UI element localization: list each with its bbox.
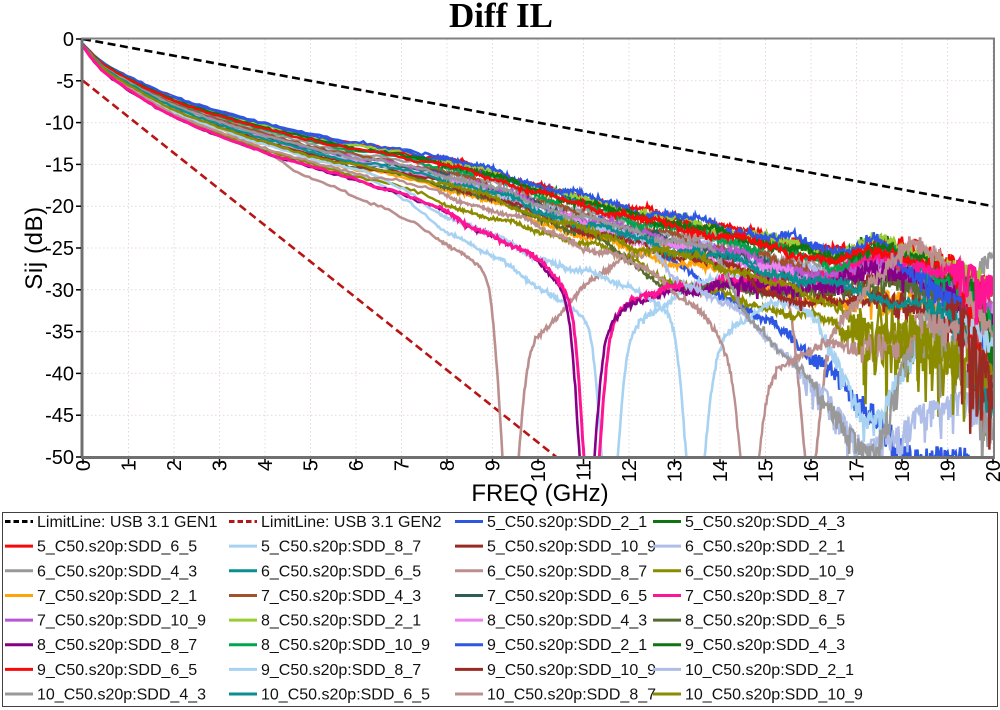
svg-text:-50: -50 — [45, 447, 74, 469]
svg-text:19: 19 — [938, 460, 960, 482]
svg-text:3: 3 — [210, 460, 232, 471]
svg-text:5_C50.s20p:SDD_2_1: 5_C50.s20p:SDD_2_1 — [487, 514, 647, 531]
svg-text:16: 16 — [801, 460, 823, 482]
svg-text:10: 10 — [528, 460, 550, 482]
svg-text:7_C50.s20p:SDD_6_5: 7_C50.s20p:SDD_6_5 — [487, 588, 647, 605]
svg-text:8: 8 — [437, 460, 459, 471]
svg-text:6_C50.s20p:SDD_6_5: 6_C50.s20p:SDD_6_5 — [261, 563, 421, 580]
svg-text:7_C50.s20p:SDD_2_1: 7_C50.s20p:SDD_2_1 — [37, 588, 197, 605]
svg-text:5_C50.s20p:SDD_10_9: 5_C50.s20p:SDD_10_9 — [487, 539, 656, 556]
svg-text:10_C50.s20p:SDD_8_7: 10_C50.s20p:SDD_8_7 — [487, 687, 656, 704]
svg-text:5_C50.s20p:SDD_8_7: 5_C50.s20p:SDD_8_7 — [261, 539, 421, 556]
svg-text:LimitLine: USB 3.1 GEN1: LimitLine: USB 3.1 GEN1 — [37, 514, 218, 531]
svg-text:8_C50.s20p:SDD_2_1: 8_C50.s20p:SDD_2_1 — [261, 613, 421, 630]
svg-text:7_C50.s20p:SDD_4_3: 7_C50.s20p:SDD_4_3 — [261, 588, 421, 605]
svg-text:7_C50.s20p:SDD_10_9: 7_C50.s20p:SDD_10_9 — [37, 613, 206, 630]
svg-text:4: 4 — [255, 460, 277, 471]
svg-text:9_C50.s20p:SDD_6_5: 9_C50.s20p:SDD_6_5 — [37, 662, 197, 679]
svg-text:-40: -40 — [45, 363, 74, 385]
svg-text:-15: -15 — [45, 154, 74, 176]
svg-text:11: 11 — [574, 460, 596, 481]
svg-text:9_C50.s20p:SDD_10_9: 9_C50.s20p:SDD_10_9 — [487, 662, 656, 679]
svg-text:2: 2 — [164, 460, 186, 471]
svg-text:10_C50.s20p:SDD_6_5: 10_C50.s20p:SDD_6_5 — [261, 687, 430, 704]
svg-text:9: 9 — [483, 460, 505, 471]
svg-text:0: 0 — [63, 29, 74, 51]
svg-text:6_C50.s20p:SDD_4_3: 6_C50.s20p:SDD_4_3 — [37, 563, 197, 580]
svg-text:5: 5 — [301, 460, 323, 471]
svg-text:-35: -35 — [45, 322, 74, 344]
svg-text:6_C50.s20p:SDD_10_9: 6_C50.s20p:SDD_10_9 — [685, 563, 854, 580]
svg-text:15: 15 — [756, 460, 778, 482]
svg-text:-10: -10 — [45, 113, 74, 135]
svg-text:18: 18 — [892, 460, 914, 482]
svg-text:12: 12 — [619, 460, 641, 482]
svg-text:6_C50.s20p:SDD_8_7: 6_C50.s20p:SDD_8_7 — [487, 563, 647, 580]
svg-text:0: 0 — [73, 460, 95, 471]
svg-text:8_C50.s20p:SDD_4_3: 8_C50.s20p:SDD_4_3 — [487, 613, 647, 630]
svg-text:-5: -5 — [56, 71, 74, 93]
svg-text:8_C50.s20p:SDD_8_7: 8_C50.s20p:SDD_8_7 — [37, 637, 197, 654]
svg-text:1: 1 — [119, 460, 141, 471]
svg-text:14: 14 — [710, 460, 732, 482]
svg-text:9_C50.s20p:SDD_4_3: 9_C50.s20p:SDD_4_3 — [685, 637, 845, 654]
svg-text:-30: -30 — [45, 280, 74, 302]
svg-text:13: 13 — [665, 460, 687, 482]
svg-text:5_C50.s20p:SDD_4_3: 5_C50.s20p:SDD_4_3 — [685, 514, 845, 531]
svg-text:17: 17 — [847, 460, 869, 482]
svg-text:10_C50.s20p:SDD_2_1: 10_C50.s20p:SDD_2_1 — [685, 662, 854, 679]
svg-text:5_C50.s20p:SDD_6_5: 5_C50.s20p:SDD_6_5 — [37, 539, 197, 556]
svg-text:-20: -20 — [45, 196, 74, 218]
svg-text:7: 7 — [392, 460, 414, 471]
svg-text:8_C50.s20p:SDD_6_5: 8_C50.s20p:SDD_6_5 — [685, 613, 845, 630]
svg-text:-45: -45 — [45, 405, 74, 427]
svg-text:9_C50.s20p:SDD_2_1: 9_C50.s20p:SDD_2_1 — [487, 637, 647, 654]
svg-text:10_C50.s20p:SDD_4_3: 10_C50.s20p:SDD_4_3 — [37, 687, 206, 704]
svg-text:7_C50.s20p:SDD_8_7: 7_C50.s20p:SDD_8_7 — [685, 588, 845, 605]
svg-text:-25: -25 — [45, 238, 74, 260]
svg-text:6_C50.s20p:SDD_2_1: 6_C50.s20p:SDD_2_1 — [685, 539, 845, 556]
svg-text:Diff IL: Diff IL — [449, 0, 553, 35]
svg-text:8_C50.s20p:SDD_10_9: 8_C50.s20p:SDD_10_9 — [261, 637, 430, 654]
svg-text:20: 20 — [983, 460, 1000, 482]
svg-text:FREQ (GHz): FREQ (GHz) — [471, 480, 608, 507]
svg-text:Sij (dB): Sij (dB) — [21, 206, 48, 289]
svg-text:9_C50.s20p:SDD_8_7: 9_C50.s20p:SDD_8_7 — [261, 662, 421, 679]
svg-text:10_C50.s20p:SDD_10_9: 10_C50.s20p:SDD_10_9 — [685, 687, 863, 704]
svg-text:LimitLine: USB 3.1 GEN2: LimitLine: USB 3.1 GEN2 — [261, 514, 442, 531]
svg-text:6: 6 — [346, 460, 368, 471]
